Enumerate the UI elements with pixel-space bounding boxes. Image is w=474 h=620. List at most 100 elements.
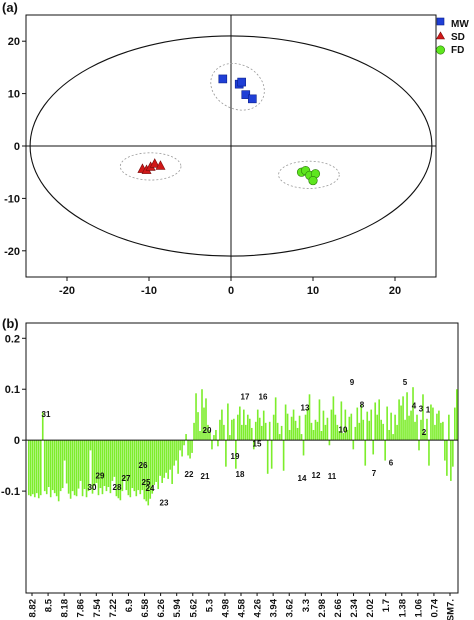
loading-bar [304,414,307,441]
loading-bar [270,440,273,469]
annotation-label: 7 [372,469,377,478]
panel-a: (a) -20 -10 0 10 20 -20 -10 0 10 20 MW SD FD [2,0,469,297]
loading-bar [157,440,160,490]
y-tick-label: -20 [4,246,20,258]
x-tick-label: 7.22 [108,599,119,618]
loading-bar [35,440,38,494]
loading-bar [282,440,285,471]
x-tick-label: SM7. [446,599,457,620]
legend-marker-mw [436,17,445,26]
loading-bar [398,399,400,441]
annotation-label: 14 [298,474,307,483]
annotation-label: 20 [203,426,212,435]
y-tick-label: -10 [4,193,20,205]
loading-bar [310,422,313,441]
loading-bar [93,440,96,487]
annotation-label: 1 [426,406,431,415]
loading-bar [101,440,104,495]
annotation-label: 19 [231,452,240,461]
loading-bar [320,431,323,441]
loading-bar [386,406,388,441]
annotation-label: 17 [241,392,250,401]
loading-bar [89,440,92,451]
loading-bar [260,425,263,441]
loading-bar [286,413,289,441]
loading-bar [364,440,367,466]
loading-bar [430,404,432,441]
legend-label-mw: MW [451,19,469,30]
loading-bar [221,409,223,441]
annotation-label: 5 [403,378,408,387]
annotation-label: 2 [422,428,427,437]
x-tick-label: 3.94 [269,598,280,617]
x-tick-label: 8.5 [44,598,55,612]
x-tick-label: 2.66 [333,599,344,618]
loading-bar [233,418,235,441]
loading-bar [254,421,257,441]
panel-a-axes: -20 -10 0 10 20 -20 -10 0 10 20 [4,15,436,297]
loading-bar [33,440,36,498]
confidence-ellipse-outer [29,35,433,257]
loading-bar [256,409,259,441]
annotation-label: 25 [142,478,151,487]
loading-bar [27,440,30,496]
loading-bar [203,407,205,441]
loading-bar [300,434,303,441]
annotation-label: 6 [389,459,394,468]
panel-b-bars [27,387,458,506]
group-ellipse [119,152,182,181]
loading-bar [378,399,380,441]
loading-bar [392,434,394,441]
loading-bar [65,440,68,484]
loading-bar [436,413,438,441]
loading-bar [153,440,156,485]
annotation-label: 12 [312,471,321,480]
loading-bar [59,440,62,492]
annotation-label: 22 [185,470,194,479]
x-tick-label: 3.3 [301,599,312,612]
loading-bar [296,427,299,441]
loading-bar [83,440,86,490]
loading-bar [396,424,398,441]
loading-bar [237,414,239,441]
loading-bar [456,389,458,441]
x-tick-label: 7.54 [92,598,103,617]
y-tick-label: 0.1 [5,384,20,396]
loading-bar [332,396,335,441]
loading-bar [414,421,416,441]
x-tick-label: 2.34 [349,598,360,617]
loading-bar [241,424,243,441]
legend-marker-sd [435,31,446,40]
panel-b-label: (b) [2,316,19,331]
loading-bar [113,440,116,477]
loading-bar [316,421,319,441]
loading-bar [211,440,213,450]
loading-bar [53,440,56,494]
loading-bar [173,440,175,466]
loading-bar [217,440,219,447]
loading-bar [346,429,349,441]
loading-bar [151,440,154,494]
loading-bar [231,419,233,441]
loading-bar [382,423,384,441]
loading-bar [69,440,72,499]
x-tick-label: 2.98 [317,599,328,618]
loading-bar [334,414,337,441]
loading-bar [63,440,66,461]
loading-bar [380,419,382,441]
point-mw [248,94,257,104]
loading-bar [57,440,60,502]
loading-bar [139,440,142,495]
loading-bar [258,417,261,441]
loading-bar [185,434,187,441]
loading-bar [428,440,430,466]
loading-bar [262,410,265,441]
loading-bar [410,410,412,441]
loading-bar [49,440,52,498]
loading-bar [125,440,128,491]
loading-bar [95,440,98,483]
loading-bar [29,440,32,497]
loading-bar [143,440,146,500]
loading-bar [31,440,34,495]
